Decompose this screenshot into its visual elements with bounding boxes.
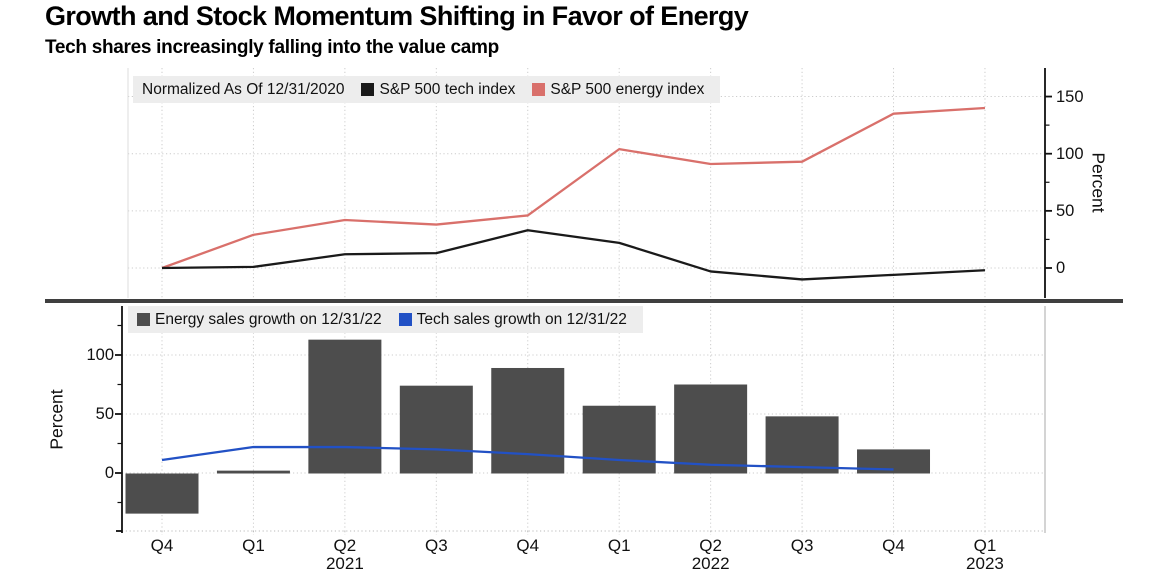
y-tick-label-left: 100 — [86, 346, 114, 364]
y-tick-label-right: 0 — [1056, 259, 1066, 277]
top-chart-legend: Normalized As Of 12/31/2020 S&P 500 tech… — [133, 76, 721, 103]
x-tick-label: Q1 — [973, 536, 997, 555]
energy-index-label: S&P 500 energy index — [550, 80, 705, 98]
page-title: Growth and Stock Momentum Shifting in Fa… — [45, 1, 749, 31]
page-subtitle: Tech shares increasingly falling into th… — [45, 37, 499, 58]
x-tick-label: Q3 — [790, 536, 814, 555]
legend-note: Normalized As Of 12/31/2020 — [142, 81, 344, 99]
x-tick-label: Q1 — [607, 536, 631, 555]
tech-sales-label: Tech sales growth on 12/31/22 — [416, 310, 627, 328]
y-tick-label-left: 0 — [104, 464, 114, 482]
tech-sales-swatch — [398, 313, 412, 326]
tech-index-label: S&P 500 tech index — [379, 80, 516, 98]
energy-sales-legend-item: Energy sales growth on 12/31/22 — [137, 311, 382, 329]
energy-index-swatch — [532, 83, 546, 96]
x-year-label: 2022 — [691, 554, 730, 573]
right-axis-title: Percent — [1088, 152, 1109, 213]
bottom-chart-legend: Energy sales growth on 12/31/22 Tech sal… — [128, 306, 643, 333]
x-year-label: 2023 — [966, 554, 1004, 573]
energy-sales-swatch — [137, 313, 150, 326]
tech-index-legend-item: S&P 500 tech index — [361, 81, 515, 99]
x-tick-label: Q2 — [699, 536, 722, 555]
energy-index-legend-item: S&P 500 energy index — [532, 81, 704, 99]
x-tick-label: Q4 — [150, 536, 174, 555]
x-year-label: 2021 — [325, 554, 364, 573]
left-axis-title: Percent — [46, 389, 67, 450]
x-tick-label: Q4 — [516, 536, 540, 555]
y-tick-label-right: 50 — [1056, 201, 1075, 220]
energy-sales-label: Energy sales growth on 12/31/22 — [155, 310, 382, 328]
y-tick-label-right: 100 — [1056, 144, 1084, 163]
x-tick-label: Q3 — [424, 536, 448, 555]
legend-note-label: Normalized As Of 12/31/2020 — [142, 80, 345, 98]
x-tick-label: Q1 — [242, 536, 265, 555]
tech-sales-legend-item: Tech sales growth on 12/31/22 — [398, 310, 627, 329]
tech-index-swatch — [361, 83, 375, 96]
x-tick-label: Q2 — [333, 536, 357, 555]
y-tick-label-right: 150 — [1056, 87, 1084, 106]
x-tick-label: Q4 — [882, 536, 905, 555]
y-tick-label-left: 50 — [95, 405, 114, 423]
